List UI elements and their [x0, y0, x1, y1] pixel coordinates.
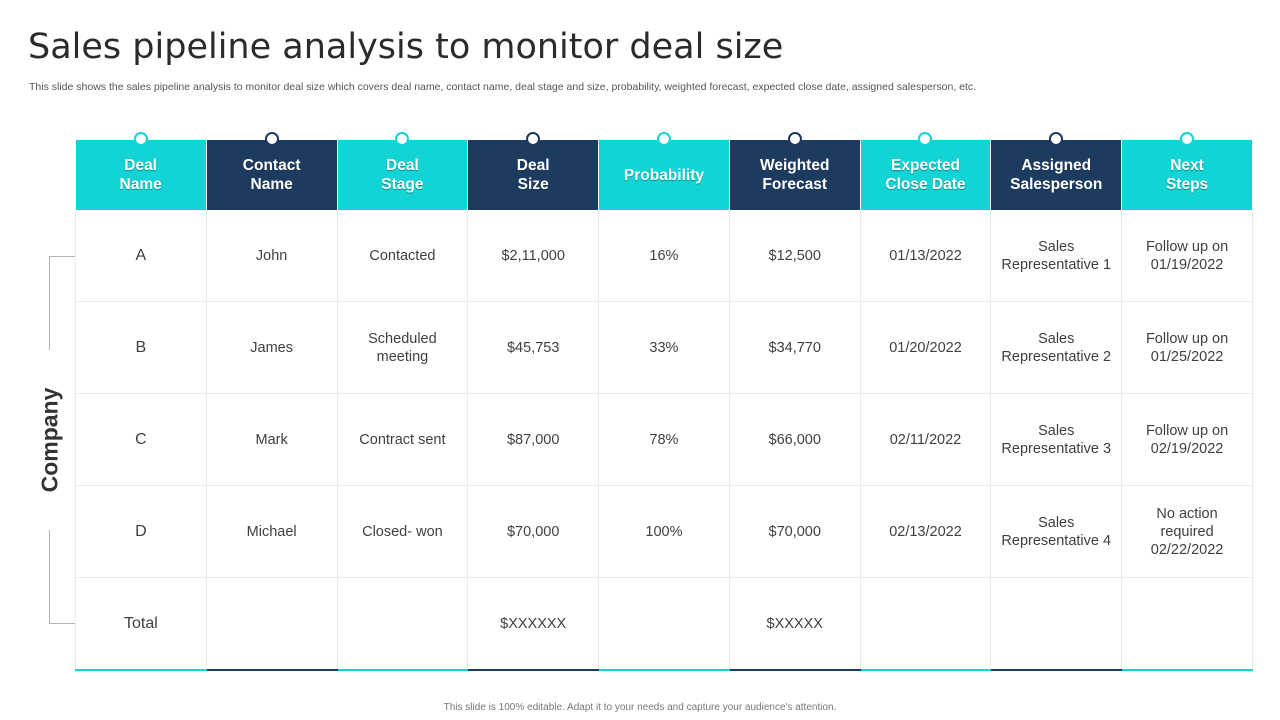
- cell-next-steps: Follow up on 01/25/2022: [1121, 301, 1253, 394]
- slide-subtitle: This slide shows the sales pipeline anal…: [29, 81, 977, 93]
- footer-note: This slide is 100% editable. Adapt it to…: [443, 702, 837, 713]
- cell-expected-close-date: 01/20/2022: [860, 301, 992, 394]
- cell-deal-stage: Contacted: [337, 210, 469, 302]
- cell-deal-size: $87,000: [467, 393, 600, 486]
- cell-deal-name: C: [75, 393, 207, 486]
- cell-expected-close-date: 01/13/2022: [860, 210, 992, 302]
- sales-pipeline-table: Deal Name Contact Name Deal Stage Deal Size Prob…: [75, 132, 1253, 671]
- table-row: D Michael Closed- won $70,000 100% $70,000 02/…: [75, 485, 1253, 578]
- cell-assigned-salesperson: Sales Representative 4: [990, 485, 1123, 578]
- cell-deal-name: B: [75, 301, 207, 394]
- cell-expected-close-date: 02/11/2022: [860, 393, 992, 486]
- table-row: B James Scheduled meeting $45,753 33% $34,770 0…: [75, 301, 1253, 394]
- cell-expected-close-date: [860, 577, 992, 671]
- slide-title: Sales pipeline analysis to monitor deal …: [28, 27, 784, 67]
- header-dot-icon: [1049, 132, 1064, 146]
- cell-next-steps: Follow up on 01/19/2022: [1121, 210, 1253, 302]
- cell-next-steps: No action required 02/22/2022: [1121, 485, 1253, 578]
- cell-deal-stage: Scheduled meeting: [337, 301, 469, 394]
- cell-assigned-salesperson: Sales Representative 2: [990, 301, 1123, 394]
- cell-next-steps: Follow up on 02/19/2022: [1121, 393, 1253, 486]
- header-dot-icon: [918, 132, 933, 146]
- cell-contact-name: Michael: [206, 485, 338, 578]
- cell-assigned-salesperson: Sales Representative 3: [990, 393, 1123, 486]
- cell-contact-name: Mark: [206, 393, 338, 486]
- header-contact-name: Contact Name: [206, 132, 338, 210]
- header-label: Assigned Salesperson: [1010, 157, 1103, 193]
- header-probability: Probability: [598, 132, 730, 210]
- cell-contact-name: John: [206, 210, 338, 302]
- cell-probability: 78%: [598, 393, 730, 486]
- cell-probability: 16%: [598, 210, 730, 302]
- cell-probability: 100%: [598, 485, 730, 578]
- header-dot-icon: [264, 132, 279, 146]
- table-header-row: Deal Name Contact Name Deal Stage Deal Size Prob…: [75, 132, 1253, 210]
- header-deal-stage: Deal Stage: [337, 132, 469, 210]
- cell-deal-name: Total: [75, 577, 207, 671]
- header-label: Next Steps: [1165, 157, 1209, 193]
- header-dot-icon: [526, 132, 541, 146]
- total-row: Total $XXXXXX $XXXXX: [75, 577, 1253, 671]
- cell-deal-name: D: [75, 485, 207, 578]
- cell-weighted-forecast: $XXXXX: [729, 577, 861, 671]
- cell-probability: [598, 577, 730, 671]
- header-weighted-forecast: Weighted Forecast: [729, 132, 861, 210]
- cell-deal-stage: [337, 577, 469, 671]
- table-row: A John Contacted $2,11,000 16% $12,500 01/13/2…: [75, 210, 1253, 302]
- cell-weighted-forecast: $66,000: [729, 393, 861, 486]
- cell-deal-size: $45,753: [467, 301, 600, 394]
- header-next-steps: Next Steps: [1121, 132, 1253, 210]
- company-bracket-top: [49, 256, 75, 350]
- table-body: A John Contacted $2,11,000 16% $12,500 01/13/2…: [75, 210, 1253, 671]
- header-dot-icon: [133, 132, 148, 146]
- cell-deal-size: $70,000: [467, 485, 600, 578]
- cell-contact-name: [206, 577, 338, 671]
- header-dot-icon: [395, 132, 410, 146]
- cell-expected-close-date: 02/13/2022: [860, 485, 992, 578]
- cell-deal-stage: Closed- won: [337, 485, 469, 578]
- company-side-label: Company: [36, 387, 63, 493]
- cell-assigned-salesperson: [990, 577, 1123, 671]
- cell-assigned-salesperson: Sales Representative 1: [990, 210, 1123, 302]
- header-label: Expected Close Date: [885, 157, 966, 193]
- cell-deal-size: $2,11,000: [467, 210, 600, 302]
- cell-next-steps: [1121, 577, 1253, 671]
- cell-deal-size: $XXXXXX: [467, 577, 600, 671]
- header-label: Weighted Forecast: [759, 157, 830, 193]
- cell-probability: 33%: [598, 301, 730, 394]
- company-bracket-bottom: [49, 530, 75, 624]
- header-dot-icon: [656, 132, 671, 146]
- header-dot-icon: [1180, 132, 1195, 146]
- header-label: Probability: [623, 166, 704, 184]
- cell-weighted-forecast: $70,000: [729, 485, 861, 578]
- cell-contact-name: James: [206, 301, 338, 394]
- header-label: Deal Size: [516, 157, 550, 193]
- header-expected-close-date: Expected Close Date: [860, 132, 992, 210]
- cell-weighted-forecast: $34,770: [729, 301, 861, 394]
- header-deal-name: Deal Name: [75, 132, 207, 210]
- header-deal-size: Deal Size: [467, 132, 600, 210]
- header-label: Deal Stage: [381, 157, 424, 193]
- header-label: Deal Name: [119, 157, 162, 193]
- header-label: Contact Name: [242, 157, 301, 193]
- cell-deal-stage: Contract sent: [337, 393, 469, 486]
- cell-deal-name: A: [75, 210, 207, 302]
- cell-weighted-forecast: $12,500: [729, 210, 861, 302]
- header-dot-icon: [787, 132, 802, 146]
- header-assigned-salesperson: Assigned Salesperson: [990, 132, 1123, 210]
- table-row: C Mark Contract sent $87,000 78% $66,000 02/11…: [75, 393, 1253, 486]
